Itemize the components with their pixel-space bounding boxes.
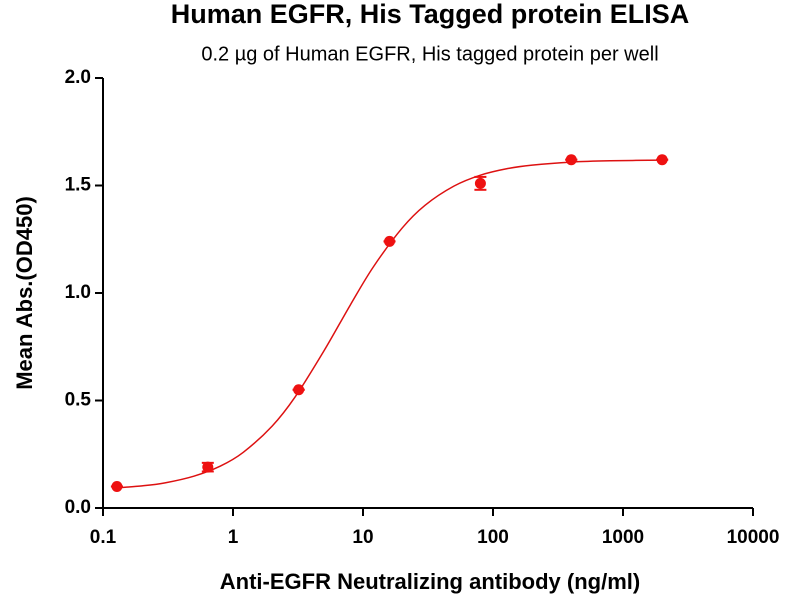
data-point bbox=[384, 235, 396, 247]
y-tick-label: 0.5 bbox=[65, 390, 92, 411]
data-point bbox=[656, 154, 668, 166]
y-tick-label: 2.0 bbox=[65, 67, 91, 88]
y-axis-title: Mean Abs.(OD450) bbox=[12, 196, 37, 390]
data-point bbox=[474, 177, 486, 189]
y-tick-label: 0.0 bbox=[65, 497, 91, 518]
data-point bbox=[565, 154, 577, 166]
chart-title: Human EGFR, His Tagged protein ELISA bbox=[171, 0, 690, 29]
data-point bbox=[293, 384, 305, 396]
x-tick-label: 1000 bbox=[602, 527, 644, 548]
x-tick-label: 0.1 bbox=[90, 527, 117, 548]
x-tick-label: 10 bbox=[352, 527, 373, 548]
x-tick-label: 1 bbox=[228, 527, 239, 548]
x-axis-title: Anti-EGFR Neutralizing antibody (ng/ml) bbox=[220, 569, 640, 594]
y-tick-label: 1.5 bbox=[65, 175, 92, 196]
chart-subtitle: 0.2 µg of Human EGFR, His tagged protein… bbox=[201, 43, 658, 65]
x-tick-label: 10000 bbox=[727, 527, 780, 548]
data-point bbox=[202, 461, 214, 473]
y-tick-label: 1.0 bbox=[65, 282, 91, 303]
data-point bbox=[111, 481, 123, 492]
fit-curve bbox=[116, 159, 663, 489]
x-tick-label: 100 bbox=[477, 527, 509, 548]
